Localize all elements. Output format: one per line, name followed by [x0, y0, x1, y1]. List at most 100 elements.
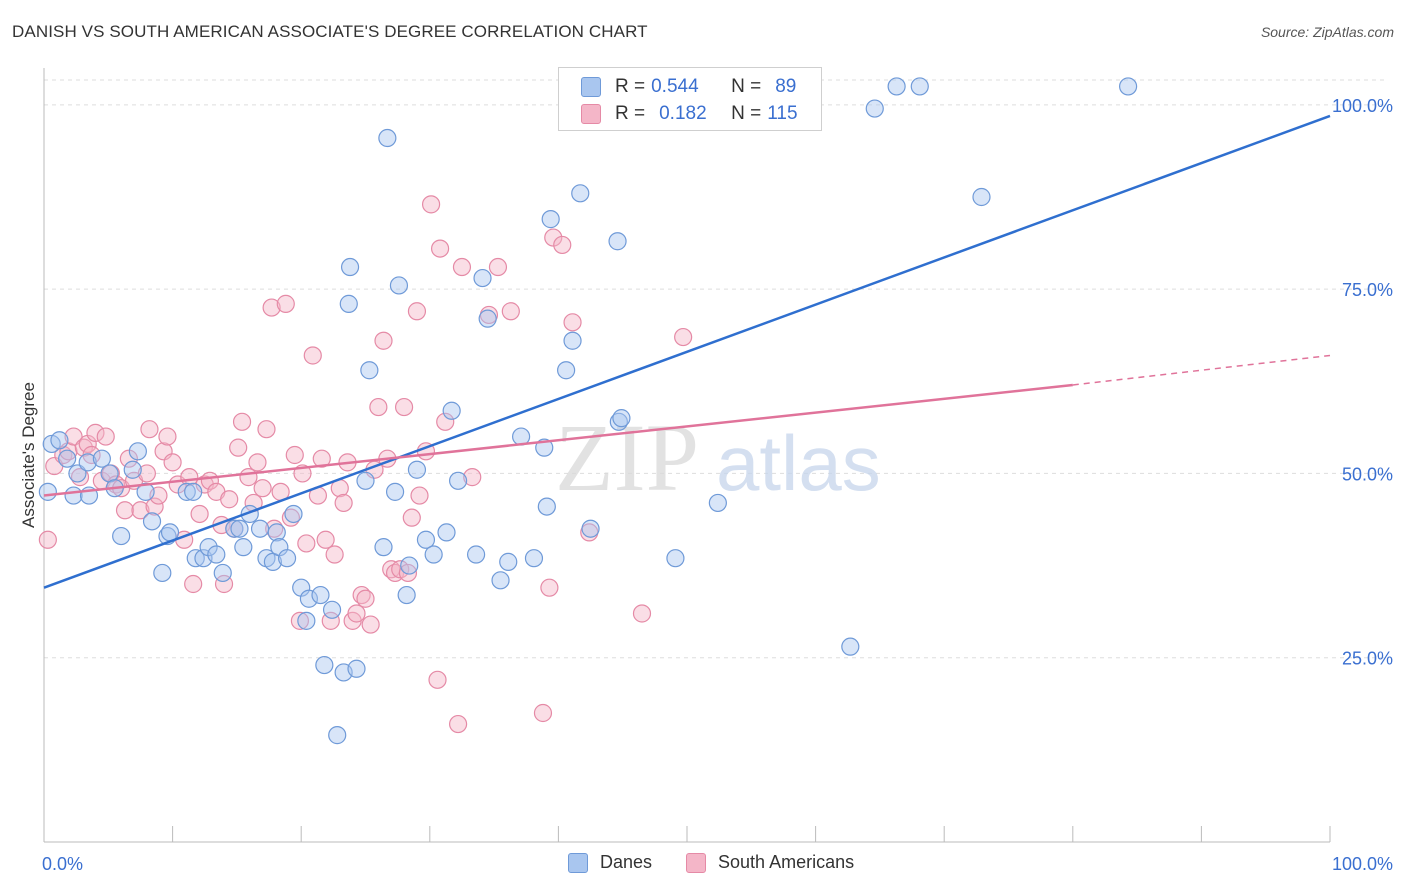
danes-point-26: [225, 519, 244, 538]
danes-point-49: [360, 361, 379, 380]
south-point-43: [253, 479, 272, 498]
tick-labels: 25.0% 50.0% 75.0% 100.0% 0.0% 100.0%: [42, 96, 1393, 874]
south-point-90: [501, 302, 520, 321]
danes-point-3: [58, 449, 77, 468]
danes-point-57: [416, 530, 436, 549]
danes-trend-line: [43, 114, 1331, 589]
danes-point-20: [184, 482, 203, 501]
south-r-value: 0.182: [659, 103, 707, 124]
danes-point-8: [92, 449, 111, 468]
y-tick-label-50: 50.0%: [1342, 464, 1393, 484]
south-point-84: [436, 412, 455, 431]
danes-point-30: [250, 519, 270, 538]
y-axis-label: Associate's Degree: [19, 382, 38, 528]
south-point-85: [448, 714, 468, 734]
danes-point-56: [407, 460, 427, 479]
danes-point-62: [466, 545, 486, 564]
danes-point-50: [374, 538, 393, 557]
danes-point-42: [322, 600, 342, 619]
danes-point-2: [50, 431, 69, 450]
south-point-61: [334, 493, 353, 513]
south-point-38: [229, 438, 248, 457]
danes-point-82: [841, 637, 860, 656]
danes-point-86: [972, 187, 991, 207]
danes-point-15: [142, 512, 162, 531]
south-point-21: [145, 497, 164, 516]
south-point-50: [285, 445, 304, 465]
south-point-42: [248, 453, 267, 472]
south-point-64: [347, 604, 366, 623]
danes-point-80: [708, 493, 727, 513]
danes-point-65: [491, 571, 510, 590]
danes-point-16: [153, 563, 172, 583]
south-point-95: [563, 313, 582, 332]
danes-point-60: [442, 401, 461, 420]
south-point-78: [407, 302, 427, 321]
south-point-83: [430, 239, 450, 258]
south-point-56: [312, 449, 331, 468]
danes-point-4: [64, 486, 83, 505]
danes-point-66: [499, 552, 518, 571]
legend-row-danes: R = 0.544 N = 89: [581, 74, 796, 100]
south-legend-label: South Americans: [718, 852, 855, 872]
x-tick-label-0: 0.0%: [42, 854, 83, 874]
south-point-44: [257, 420, 276, 439]
south-point-15: [115, 501, 135, 520]
danes-swatch: [581, 77, 601, 97]
south-swatch: [581, 104, 601, 124]
danes-point-52: [385, 482, 405, 501]
south-point-11: [96, 427, 115, 446]
south-point-66: [356, 589, 375, 608]
south-point-54: [303, 346, 322, 365]
danes-point-19: [177, 482, 196, 501]
x-tick-label-100: 100.0%: [1332, 854, 1393, 874]
danes-point-75: [581, 519, 600, 538]
south-legend-swatch: [686, 852, 707, 873]
gridlines: [44, 79, 1386, 659]
danes-point-45: [339, 294, 358, 313]
danes-legend-swatch: [568, 852, 588, 873]
south-r-label: R =: [615, 103, 646, 124]
danes-point-35: [277, 549, 297, 568]
danes-point-61: [448, 471, 468, 490]
danes-point-63: [473, 268, 492, 288]
south-point-0: [38, 530, 57, 549]
south-point-97: [632, 604, 652, 623]
danes-point-59: [437, 523, 456, 542]
danes-point-58: [424, 545, 443, 564]
watermark-atlas: atlas: [716, 419, 881, 507]
danes-point-47: [347, 659, 366, 678]
south-point-57: [316, 530, 335, 549]
legend-item-danes: Danes: [568, 852, 652, 873]
danes-point-0: [38, 482, 57, 501]
danes-point-68: [524, 549, 544, 568]
danes-point-46: [340, 257, 360, 277]
south-point-59: [325, 545, 344, 564]
danes-point-54: [397, 585, 416, 605]
south-point-91: [533, 703, 553, 723]
danes-point-71: [541, 210, 560, 229]
danes-point-14: [136, 482, 155, 501]
south-point-89: [488, 257, 508, 277]
danes-point-48: [356, 471, 375, 490]
danes-n-label: N =: [731, 76, 762, 97]
danes-point-33: [267, 523, 286, 542]
series-legend: Danes South Americans: [568, 852, 888, 873]
danes-point-51: [378, 128, 397, 148]
danes-n-value: 89: [775, 76, 797, 97]
south-point-92: [540, 578, 559, 597]
danes-points: [38, 77, 1138, 745]
danes-point-11: [112, 526, 131, 546]
y-tick-label-75: 75.0%: [1342, 280, 1393, 300]
danes-r-label: R =: [615, 76, 646, 97]
danes-point-79: [666, 549, 685, 568]
south-point-36: [220, 490, 239, 509]
y-tick-label-25: 25.0%: [1342, 649, 1393, 669]
south-point-29: [184, 574, 203, 594]
danes-point-27: [230, 519, 249, 538]
legend-row-south: R = 0.182 N = 115: [581, 101, 798, 127]
south-point-48: [276, 294, 295, 313]
south-point-67: [361, 615, 380, 634]
danes-point-12: [123, 460, 142, 479]
